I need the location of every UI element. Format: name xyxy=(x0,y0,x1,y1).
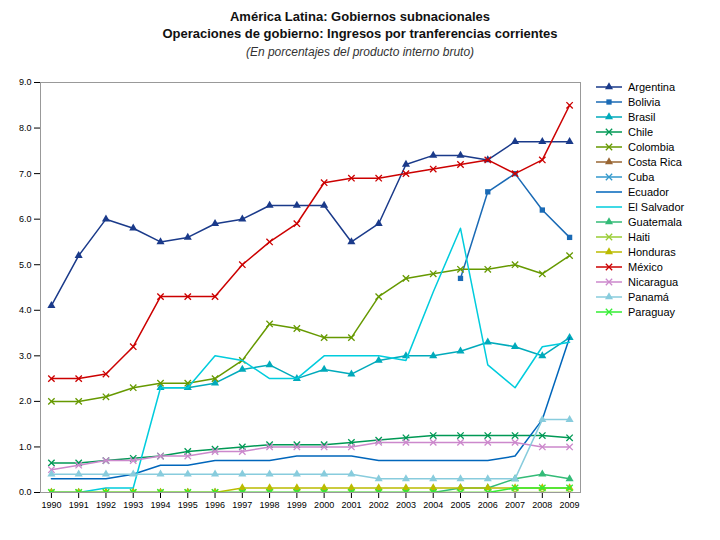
svg-text:2008: 2008 xyxy=(532,500,552,510)
html-text:(En porcentajes del producto i: (En porcentajes del producto interno bru… xyxy=(245,45,475,59)
svg-text:2006: 2006 xyxy=(478,500,498,510)
html-text:Chile: Chile xyxy=(628,125,654,138)
html-text:Haiti: Haiti xyxy=(628,230,650,243)
html-text:Operaciones de gobierno: Ingre: Operaciones de gobierno: Ingresos por tr… xyxy=(162,26,558,41)
svg-text:9.0: 9.0 xyxy=(19,77,32,87)
svg-text:2002: 2002 xyxy=(369,500,389,510)
html-text:América Latina: Gobiernos subn: América Latina: Gobiernos subnacionales xyxy=(230,9,490,24)
html-text:Cuba: Cuba xyxy=(628,170,655,183)
svg-text:1996: 1996 xyxy=(205,500,225,510)
html-text:Nicaragua: Nicaragua xyxy=(628,275,679,288)
svg-text:2.0: 2.0 xyxy=(19,396,32,406)
svg-text:1995: 1995 xyxy=(178,500,198,510)
svg-text:1.0: 1.0 xyxy=(19,442,32,452)
svg-text:2004: 2004 xyxy=(423,500,443,510)
html-text:Paraguay: Paraguay xyxy=(628,305,676,318)
html-text:El Salvador: El Salvador xyxy=(628,200,685,213)
html-text:Costa Rica: Costa Rica xyxy=(628,155,682,168)
html-text:Brasil: Brasil xyxy=(628,110,656,123)
svg-text:1998: 1998 xyxy=(260,500,280,510)
svg-text:1992: 1992 xyxy=(96,500,116,510)
html-text:México: México xyxy=(628,260,663,273)
svg-text:1997: 1997 xyxy=(232,500,252,510)
svg-text:4.0: 4.0 xyxy=(19,305,32,315)
svg-text:1990: 1990 xyxy=(41,500,61,510)
svg-text:2007: 2007 xyxy=(505,500,525,510)
svg-text:5.0: 5.0 xyxy=(19,260,32,270)
svg-text:3.0: 3.0 xyxy=(19,351,32,361)
svg-text:2000: 2000 xyxy=(314,500,334,510)
html-text:Guatemala: Guatemala xyxy=(628,215,682,228)
svg-text:2003: 2003 xyxy=(396,500,416,510)
svg-text:0.0: 0.0 xyxy=(19,487,32,497)
html-text:Colombia: Colombia xyxy=(628,140,675,153)
svg-text:1994: 1994 xyxy=(150,500,170,510)
svg-text:7.0: 7.0 xyxy=(19,168,32,178)
svg-text:1999: 1999 xyxy=(287,500,307,510)
svg-text:1993: 1993 xyxy=(123,500,143,510)
html-text:Argentina: Argentina xyxy=(628,80,676,93)
svg-text:2009: 2009 xyxy=(560,500,580,510)
html-text:Bolivia: Bolivia xyxy=(628,95,661,108)
html-text:Panamá: Panamá xyxy=(628,290,669,303)
html-text:Honduras: Honduras xyxy=(628,245,676,258)
svg-text:2005: 2005 xyxy=(450,500,470,510)
html-text:Ecuador: Ecuador xyxy=(628,185,669,198)
svg-text:8.0: 8.0 xyxy=(19,123,32,133)
svg-text:1991: 1991 xyxy=(69,500,89,510)
svg-text:2001: 2001 xyxy=(341,500,361,510)
svg-text:6.0: 6.0 xyxy=(19,214,32,224)
